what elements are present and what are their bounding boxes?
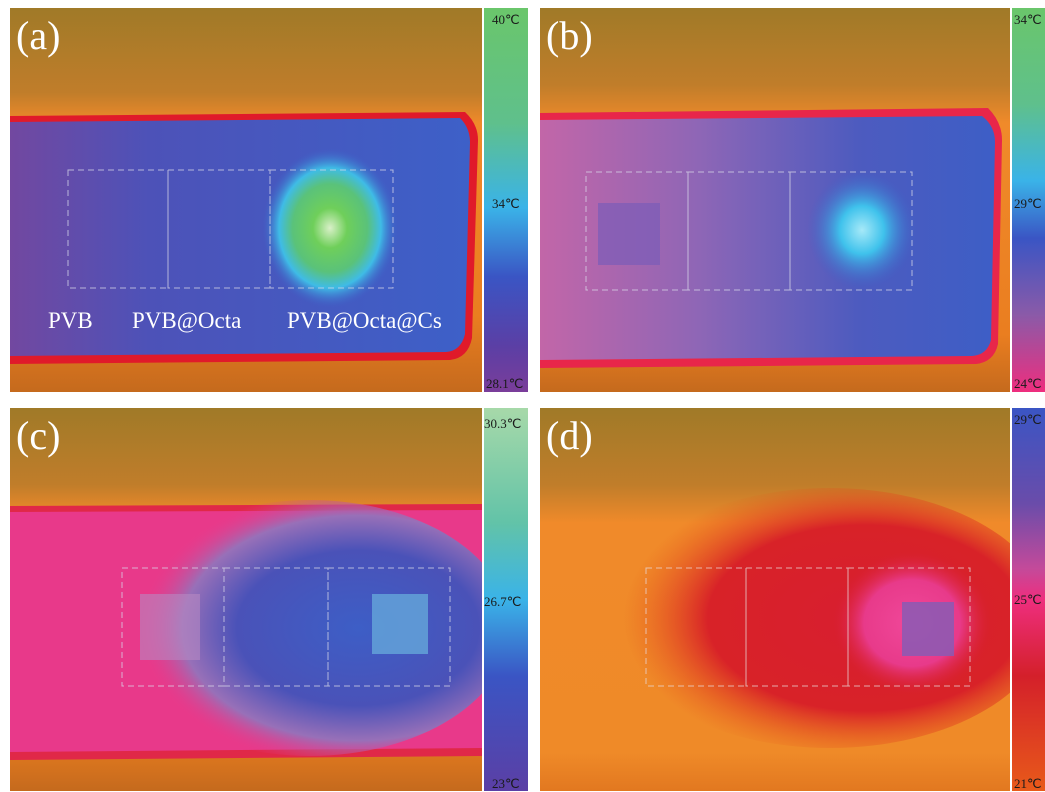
scale-mid-a: 34℃ bbox=[492, 196, 520, 211]
thermal-image-b bbox=[540, 8, 1010, 392]
color-scale-bar-d bbox=[1012, 408, 1045, 791]
thermal-image-c bbox=[10, 408, 482, 791]
thermal-image-d bbox=[540, 408, 1010, 791]
color-scale-bar-b bbox=[1012, 8, 1045, 392]
panel-letter-d: (d) bbox=[546, 413, 593, 458]
scale-mid-d: 25℃ bbox=[1014, 592, 1042, 607]
panel-d: (d) bbox=[540, 408, 1010, 791]
scale-min-d: 21℃ bbox=[1014, 776, 1042, 791]
thermal-image-a bbox=[10, 8, 482, 392]
sample-label-pvb-octa-cs: PVB@Octa@Cs bbox=[287, 308, 442, 333]
scale-min-c: 23℃ bbox=[492, 776, 520, 791]
sample-label-pvb: PVB bbox=[48, 308, 93, 333]
panel-letter-a: (a) bbox=[16, 13, 61, 58]
color-scale-bar-c bbox=[484, 408, 528, 791]
scale-max-b: 34℃ bbox=[1014, 12, 1042, 27]
panel-letter-b: (b) bbox=[546, 13, 593, 58]
scale-mid-c: 26.7℃ bbox=[484, 594, 522, 609]
scale-max-c: 30.3℃ bbox=[484, 416, 522, 431]
panel-a: (a) PVB PVB@Octa PVB@Octa@Cs bbox=[10, 8, 482, 392]
scale-min-a: 28.1℃ bbox=[486, 376, 524, 391]
sample-label-pvb-octa: PVB@Octa bbox=[132, 308, 242, 333]
scale-mid-b: 29℃ bbox=[1014, 196, 1042, 211]
panel-letter-c: (c) bbox=[16, 413, 61, 458]
panel-b: (b) bbox=[540, 8, 1010, 392]
scale-min-b: 24℃ bbox=[1014, 376, 1042, 391]
color-scale-bar-a bbox=[484, 8, 528, 392]
panel-c: (c) bbox=[10, 408, 482, 791]
scale-max-a: 40℃ bbox=[492, 12, 520, 27]
scale-max-d: 29℃ bbox=[1014, 412, 1042, 427]
